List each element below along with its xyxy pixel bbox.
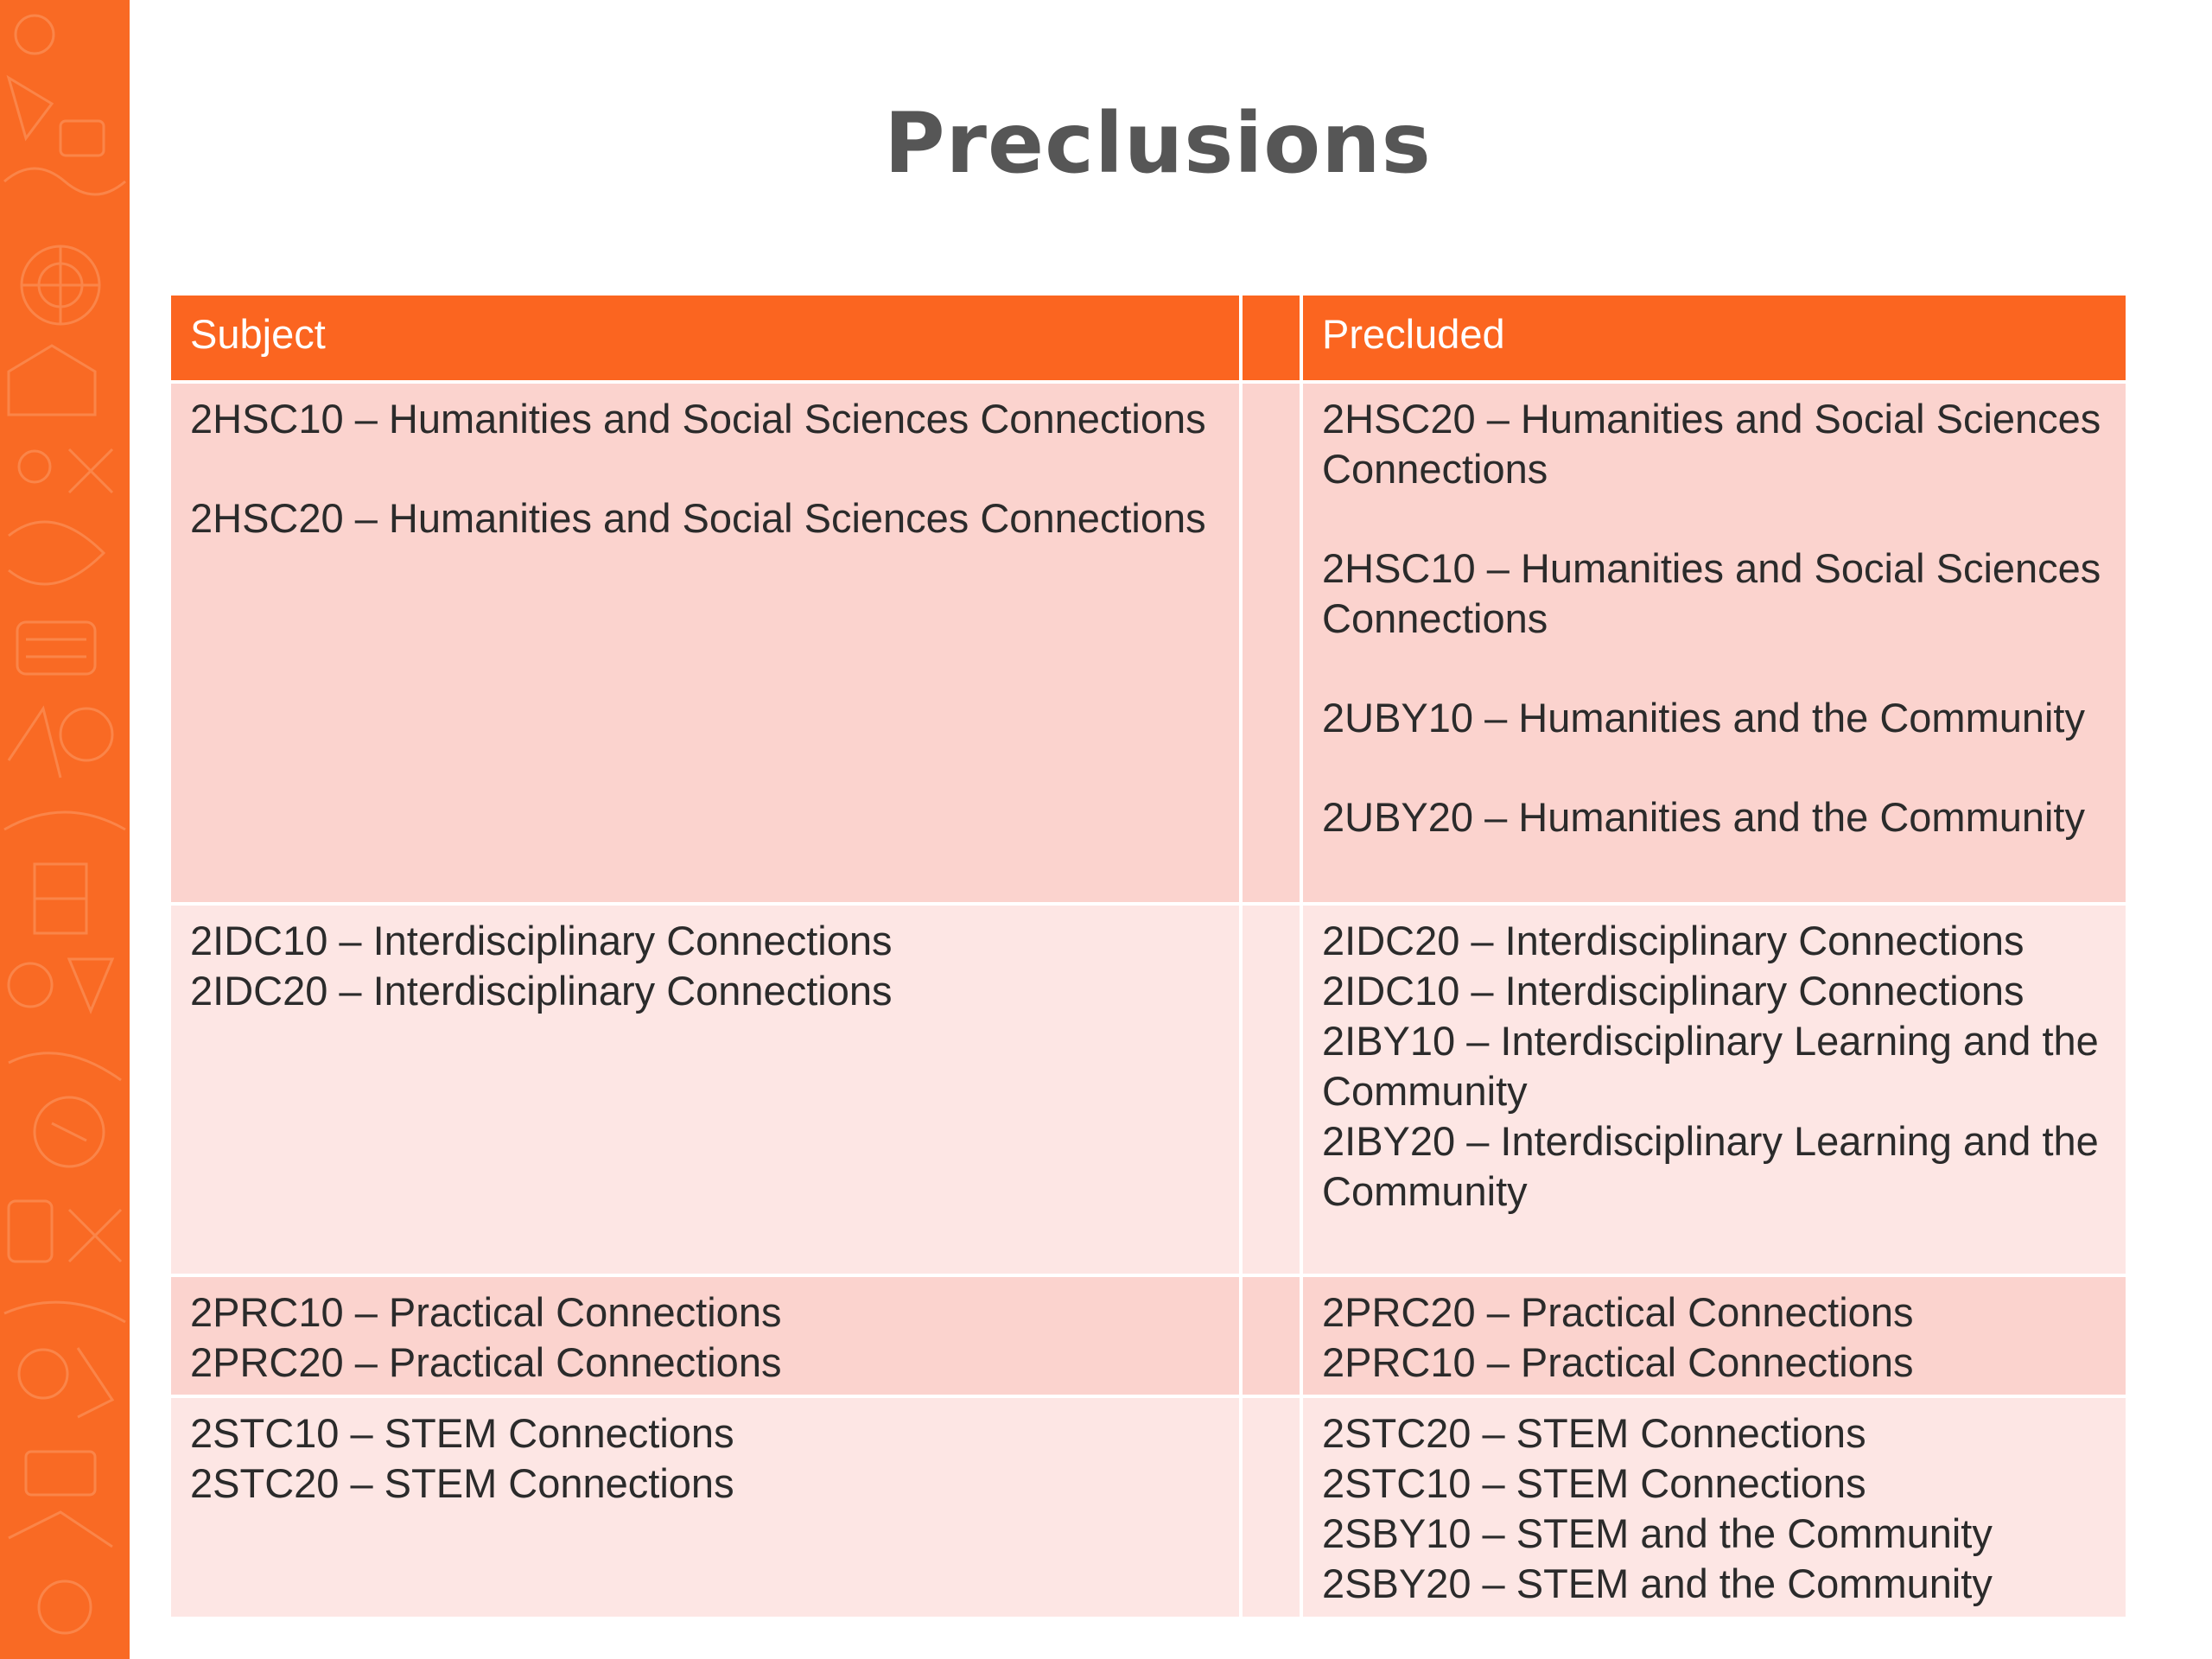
precluded-item: 2HSC20 – Humanities and Social Sciences … <box>1322 396 2101 492</box>
precluded-item: 2PRC20 – Practical Connections <box>1322 1289 1914 1335</box>
subject-item: 2HSC20 – Humanities and Social Sciences … <box>190 495 1206 541</box>
table-row: 2HSC10 – Humanities and Social Sciences … <box>168 380 2129 906</box>
precluded-item: 2SBY10 – STEM and the Community <box>1322 1510 1993 1556</box>
subject-cell: 2PRC10 – Practical Connections 2PRC20 – … <box>168 1274 1243 1398</box>
precluded-item: 2SBY20 – STEM and the Community <box>1322 1560 1993 1606</box>
subject-cell: 2STC10 – STEM Connections 2STC20 – STEM … <box>168 1395 1243 1620</box>
table-row: 2PRC10 – Practical Connections 2PRC20 – … <box>168 1274 2129 1398</box>
subject-cell: 2IDC10 – Interdisciplinary Connections 2… <box>168 902 1243 1277</box>
spacer-cell <box>1239 380 1303 906</box>
precluded-item: 2STC10 – STEM Connections <box>1322 1460 1866 1506</box>
spacer-cell <box>1239 1274 1303 1398</box>
header-spacer <box>1239 292 1303 384</box>
precluded-cell: 2IDC20 – Interdisciplinary Connections 2… <box>1300 902 2129 1277</box>
preclusions-table: Subject Precluded 2HSC10 – Humanities an… <box>168 292 2129 1620</box>
precluded-item: 2IBY10 – Interdisciplinary Learning and … <box>1322 1018 2099 1114</box>
page-title: Preclusions <box>884 95 1432 192</box>
precluded-item: 2STC20 – STEM Connections <box>1322 1410 1866 1456</box>
subject-item: 2STC20 – STEM Connections <box>190 1460 734 1506</box>
precluded-item: 2UBY20 – Humanities and the Community <box>1322 794 2085 840</box>
subject-cell: 2HSC10 – Humanities and Social Sciences … <box>168 380 1243 906</box>
spacer-cell <box>1239 902 1303 1277</box>
precluded-cell: 2HSC20 – Humanities and Social Sciences … <box>1300 380 2129 906</box>
header-precluded: Precluded <box>1300 292 2129 384</box>
precluded-item: 2HSC10 – Humanities and Social Sciences … <box>1322 545 2101 641</box>
subject-item: 2PRC10 – Practical Connections <box>190 1289 782 1335</box>
table-row: 2IDC10 – Interdisciplinary Connections 2… <box>168 902 2129 1277</box>
subject-item: 2IDC20 – Interdisciplinary Connections <box>190 968 893 1014</box>
precluded-cell: 2PRC20 – Practical Connections 2PRC10 – … <box>1300 1274 2129 1398</box>
spacer-cell <box>1239 1395 1303 1620</box>
precluded-item: 2UBY10 – Humanities and the Community <box>1322 695 2085 741</box>
subject-item: 2PRC20 – Practical Connections <box>190 1339 782 1385</box>
precluded-item: 2IDC20 – Interdisciplinary Connections <box>1322 918 2024 963</box>
subject-item: 2HSC10 – Humanities and Social Sciences … <box>190 396 1206 442</box>
precluded-item: 2IBY20 – Interdisciplinary Learning and … <box>1322 1118 2099 1214</box>
table-row: 2STC10 – STEM Connections 2STC20 – STEM … <box>168 1395 2129 1620</box>
precluded-item: 2IDC10 – Interdisciplinary Connections <box>1322 968 2024 1014</box>
subject-item: 2IDC10 – Interdisciplinary Connections <box>190 918 893 963</box>
precluded-item: 2PRC10 – Practical Connections <box>1322 1339 1914 1385</box>
subject-item: 2STC10 – STEM Connections <box>190 1410 734 1456</box>
header-subject: Subject <box>168 292 1243 384</box>
decorative-side-band <box>0 0 130 1659</box>
doodle-pattern-icon <box>3 14 126 1635</box>
table-header-row: Subject Precluded <box>168 292 2129 384</box>
precluded-cell: 2STC20 – STEM Connections 2STC10 – STEM … <box>1300 1395 2129 1620</box>
